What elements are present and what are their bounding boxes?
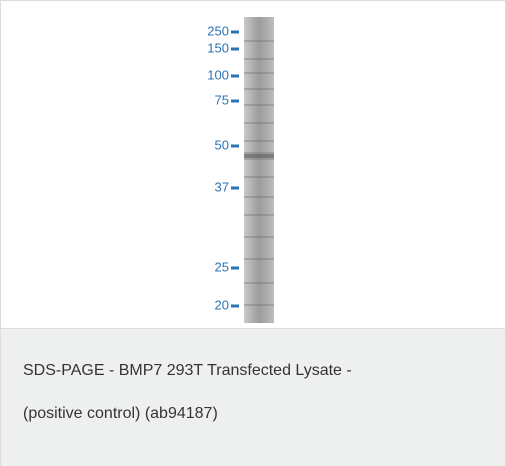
caption-line: (positive control) (ab94187) [23, 405, 218, 423]
caption-line: SDS-PAGE - BMP7 293T Transfected Lysate … [23, 362, 352, 380]
marker-label: 250 [207, 23, 229, 38]
marker-label: 100 [207, 67, 229, 82]
marker-label: 75 [215, 92, 229, 107]
gel-image: 250 150 100 75 50 37 25 20 [1, 1, 505, 328]
marker-label: 150 [207, 40, 229, 55]
marker-dash [231, 100, 239, 103]
marker-dash [231, 187, 239, 190]
marker-dash [231, 31, 239, 34]
marker-dash [231, 48, 239, 51]
marker-label: 50 [215, 137, 229, 152]
marker-label: 37 [215, 179, 229, 194]
marker-dash [231, 145, 239, 148]
marker-dash [231, 75, 239, 78]
marker-label: 20 [215, 297, 229, 312]
marker-dash [231, 267, 239, 270]
marker-label: 25 [215, 259, 229, 274]
gel-lane [244, 17, 274, 323]
marker-ladder: 250 150 100 75 50 37 25 20 [207, 23, 239, 312]
figure-card: 250 150 100 75 50 37 25 20 SDS-PAGE - BMP7 293T… [0, 0, 506, 466]
marker-dash [231, 305, 239, 308]
caption: SDS-PAGE - BMP7 293T Transfected Lysate … [1, 328, 505, 466]
